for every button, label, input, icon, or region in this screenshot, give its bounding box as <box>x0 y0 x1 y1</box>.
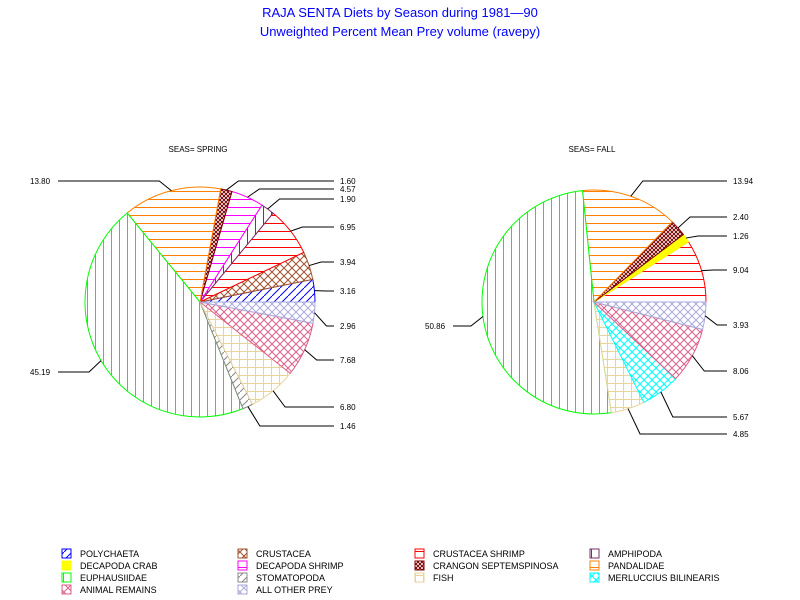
legend-swatch <box>414 548 425 559</box>
leader-line <box>685 235 727 239</box>
legend-item-decapoda-shrimp: DECAPODA SHRIMP <box>237 560 344 571</box>
pie-label-spring: SEAS= SPRING <box>169 145 228 154</box>
slice-value-label: 3.16 <box>340 287 356 296</box>
leader-line <box>704 315 727 326</box>
slice-value-label: 45.19 <box>30 368 51 377</box>
legend-label: CRUSTACEA SHRIMP <box>433 549 525 559</box>
slice-euphausiidae <box>84 212 244 418</box>
legend-label: CRUSTACEA <box>256 549 311 559</box>
legend-label: DECAPODA CRAB <box>80 561 158 571</box>
leader-line <box>226 180 334 191</box>
slice-value-label: 1.90 <box>340 195 356 204</box>
leader-line <box>247 188 334 198</box>
slice-pandalidae <box>126 186 222 304</box>
slice-all-other-prey <box>593 301 707 330</box>
slice-value-label: 9.04 <box>733 266 749 275</box>
leader-line <box>677 216 727 229</box>
slice-value-label: 50.86 <box>425 322 446 331</box>
leader-line <box>247 406 334 427</box>
legend-item-merluccius-bilinearis: MERLUCCIUS BILINEARIS <box>589 572 720 583</box>
legend: POLYCHAETA CRUSTACEA CRUSTACEA SHRIMP AMPHI… <box>61 548 720 595</box>
leader-line <box>290 226 334 232</box>
legend-swatch <box>589 572 600 583</box>
legend-item-euphausiidae: EUPHAUSIIDAE <box>61 572 147 583</box>
legend-item-all-other-prey: ALL OTHER PREY <box>237 584 333 595</box>
pie-fall: 9.04 1.26 2.40 13.94 50.86 4.85 5.67 8.06 3.93 <box>425 177 754 439</box>
legend-item-polychaeta: POLYCHAETA <box>61 548 139 559</box>
slice-value-label: 13.94 <box>733 177 754 186</box>
leader-line <box>308 261 334 267</box>
legend-label: DECAPODA SHRIMP <box>256 561 344 571</box>
leader-line <box>304 349 334 361</box>
slice-value-label: 5.67 <box>733 413 749 422</box>
legend-swatch <box>237 584 248 595</box>
legend-swatch <box>61 572 72 583</box>
slice-value-label: 4.85 <box>733 430 749 439</box>
legend-label: EUPHAUSIIDAE <box>80 573 147 583</box>
chart-subtitle: Unweighted Percent Mean Prey volume (rav… <box>260 24 540 39</box>
slice-value-label: 3.93 <box>733 321 749 330</box>
slice-value-label: 1.46 <box>340 422 356 431</box>
legend-label: STOMATOPODA <box>256 573 325 583</box>
slice-value-label: 7.68 <box>340 356 356 365</box>
slice-value-label: 3.94 <box>340 258 356 267</box>
legend-swatch <box>61 560 72 571</box>
legend-item-crustacea-shrimp: CRUSTACEA SHRIMP <box>414 548 525 559</box>
chart-title: RAJA SENTA Diets by Season during 1981—9… <box>262 5 538 20</box>
leader-line <box>58 360 102 373</box>
slice-value-label: 6.80 <box>340 403 356 412</box>
legend-label: ANIMAL REMAINS <box>80 585 157 595</box>
slice-value-label: 1.26 <box>733 232 749 241</box>
legend-item-crangon-septemspinosa: CRANGON SEPTEMSPINOSA <box>414 560 559 571</box>
slice-euphausiidae <box>481 190 613 415</box>
leader-line <box>630 180 727 197</box>
slice-value-label: 13.80 <box>30 177 51 186</box>
legend-item-animal-remains: ANIMAL REMAINS <box>61 584 157 595</box>
slice-value-label: 2.40 <box>733 213 749 222</box>
leader-line <box>627 408 727 435</box>
leader-line <box>272 390 334 408</box>
legend-item-decapoda-crab: DECAPODA CRAB <box>61 560 158 571</box>
legend-swatch <box>414 572 425 583</box>
legend-label: POLYCHAETA <box>80 549 139 559</box>
legend-item-pandalidae: PANDALIDAE <box>589 560 664 571</box>
legend-label: CRANGON SEPTEMSPINOSA <box>433 561 559 571</box>
leader-line <box>701 269 727 272</box>
legend-swatch <box>237 560 248 571</box>
legend-label: FISH <box>433 573 454 583</box>
legend-swatch <box>61 584 72 595</box>
legend-swatch <box>589 548 600 559</box>
leader-line <box>660 391 727 418</box>
slice-value-label: 2.96 <box>340 322 356 331</box>
legend-swatch <box>61 548 72 559</box>
slice-value-label: 1.60 <box>340 177 356 186</box>
legend-label: MERLUCCIUS BILINEARIS <box>608 573 720 583</box>
legend-item-amphipoda: AMPHIPODA <box>589 548 662 559</box>
legend-label: PANDALIDAE <box>608 561 664 571</box>
leader-line <box>453 316 484 327</box>
leader-line <box>314 312 334 327</box>
leader-line <box>267 198 334 210</box>
legend-swatch <box>237 548 248 559</box>
slice-value-label: 4.57 <box>340 185 356 194</box>
legend-swatch <box>589 560 600 571</box>
leader-line <box>691 355 727 372</box>
pie-spring: 3.16 3.94 6.95 1.904.571.60 13.80 45.19 1.46 6.… <box>30 177 356 431</box>
legend-swatch <box>414 560 425 571</box>
leader-line <box>58 180 172 192</box>
legend-item-crustacea: CRUSTACEA <box>237 548 311 559</box>
legend-item-fish: FISH <box>414 572 454 583</box>
slice-value-label: 8.06 <box>733 367 749 376</box>
legend-label: ALL OTHER PREY <box>256 585 333 595</box>
legend-swatch <box>237 572 248 583</box>
slice-value-label: 6.95 <box>340 223 356 232</box>
legend-item-stomatopoda: STOMATOPODA <box>237 572 325 583</box>
legend-label: AMPHIPODA <box>608 549 662 559</box>
pie-label-fall: SEAS= FALL <box>569 145 616 154</box>
